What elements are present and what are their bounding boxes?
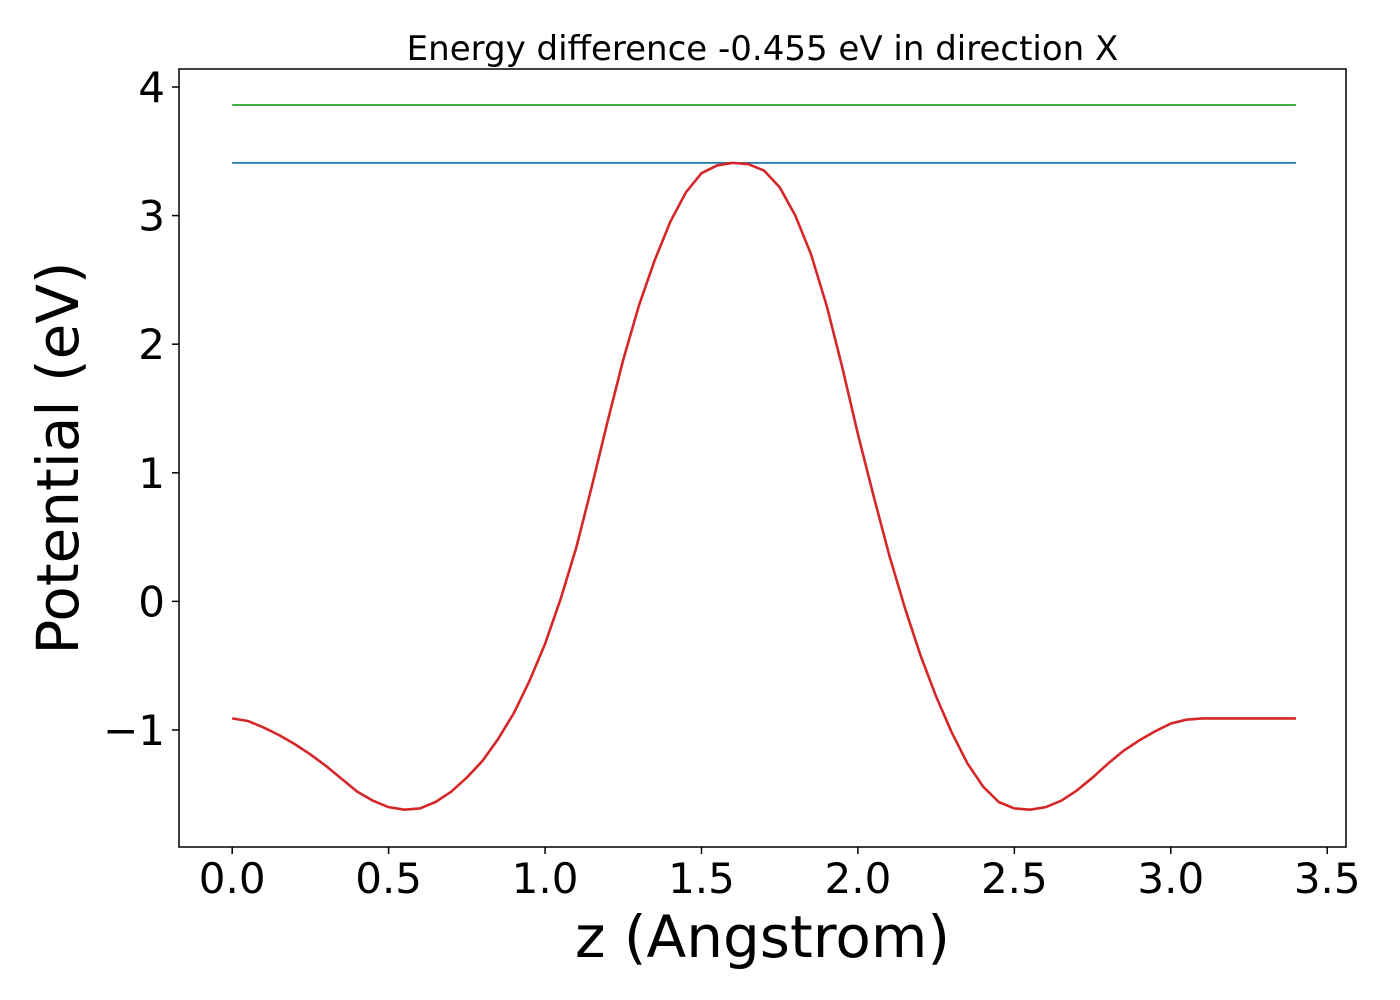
y-tick-label: 0 <box>138 577 165 626</box>
y-tick-label: 1 <box>138 449 165 498</box>
x-tick-label: 0.5 <box>355 854 422 903</box>
x-tick-label: 2.0 <box>825 854 892 903</box>
x-tick-label: 0.0 <box>199 854 266 903</box>
plot-area <box>178 68 1347 848</box>
y-tick-label: 3 <box>138 192 165 241</box>
x-tick-label: 3.0 <box>1137 854 1204 903</box>
y-tick-label: 4 <box>138 63 165 112</box>
series-layer <box>231 104 1296 812</box>
y-axis-label: Potential (eV) <box>24 261 92 654</box>
x-tick-label: 3.5 <box>1294 854 1361 903</box>
chart-title: Energy difference -0.455 eV in direction… <box>407 29 1119 69</box>
y-tick-label: 2 <box>138 320 165 369</box>
x-axis-label: z (Angstrom) <box>575 903 950 971</box>
x-axis-ticks: 0.0 0.5 1.0 1.5 2.0 2.5 3.0 3.5 <box>199 847 1361 903</box>
x-tick-label: 1.5 <box>668 854 735 903</box>
x-tick-label: 2.5 <box>981 854 1048 903</box>
series-line-3 <box>231 161 1296 812</box>
y-axis-ticks: −1 0 1 2 3 4 <box>103 63 179 755</box>
y-tick-label: −1 <box>103 706 165 755</box>
x-tick-label: 1.0 <box>512 854 579 903</box>
